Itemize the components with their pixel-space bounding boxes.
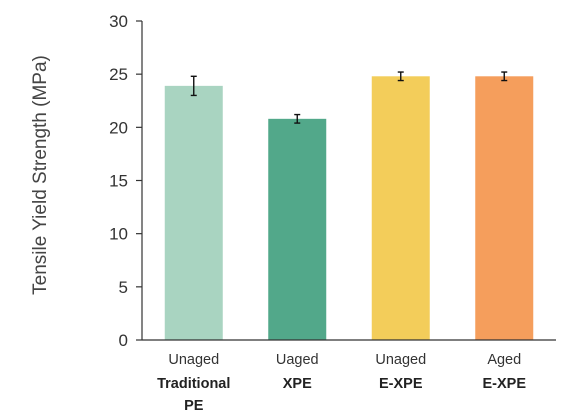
bar xyxy=(475,76,534,340)
x-category-label: Unaged xyxy=(375,352,426,368)
error-bar xyxy=(397,71,404,82)
x-category-label: Uaged xyxy=(276,352,319,368)
bar xyxy=(164,85,223,340)
y-axis-label: Tensile Yield Strength (MPa) xyxy=(30,55,51,295)
error-bars xyxy=(190,71,508,124)
y-tick-label: 5 xyxy=(119,278,128,297)
x-category-label: Aged xyxy=(487,352,521,368)
y-tick-label: 25 xyxy=(109,65,128,84)
y-tick-label: 0 xyxy=(119,331,128,350)
x-category-label: Unaged xyxy=(168,352,219,368)
x-group-label: E-XPE xyxy=(482,376,526,392)
x-axis-labels: Unaged Traditional PE Uaged XPE Unaged E-XPE Ag… xyxy=(157,352,526,414)
y-tick-label: 15 xyxy=(109,172,128,191)
bar xyxy=(371,76,430,340)
y-tick-label: 20 xyxy=(109,118,128,137)
error-bar xyxy=(294,113,301,124)
bars xyxy=(164,76,534,341)
x-group-label: XPE xyxy=(283,376,312,392)
error-bar xyxy=(190,75,197,97)
x-group-label: Traditional PE xyxy=(157,376,230,414)
y-tick-label: 30 xyxy=(109,12,128,31)
error-bar xyxy=(501,71,508,82)
y-axis: 0 5 10 15 20 25 30 xyxy=(109,12,143,350)
x-group-label: E-XPE xyxy=(379,376,423,392)
y-tick-label: 10 xyxy=(109,225,128,244)
bar xyxy=(268,118,327,341)
